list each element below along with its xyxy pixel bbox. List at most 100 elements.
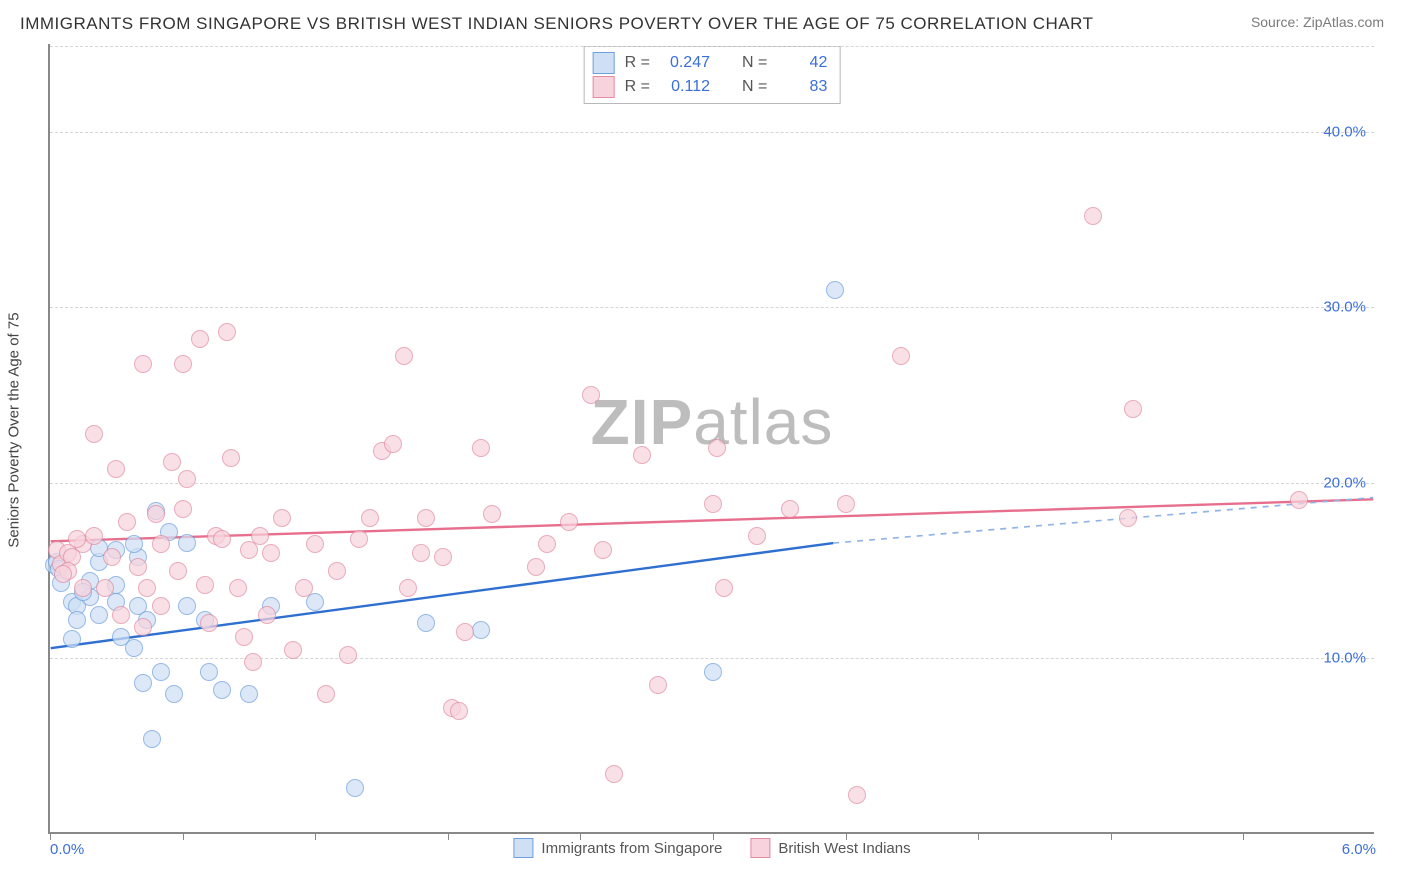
data-point: [1290, 491, 1308, 509]
data-point: [538, 535, 556, 553]
data-point: [472, 621, 490, 639]
xtick-mark: [315, 832, 316, 840]
data-point: [240, 685, 258, 703]
swatch-series1: [513, 838, 533, 858]
data-point: [295, 579, 313, 597]
data-point: [748, 527, 766, 545]
swatch-series2: [750, 838, 770, 858]
data-point: [125, 639, 143, 657]
data-point: [1084, 207, 1102, 225]
data-point: [129, 558, 147, 576]
data-point: [306, 593, 324, 611]
data-point: [107, 460, 125, 478]
stats-legend-box: R = 0.247 N = 42 R = 0.112 N = 83: [584, 46, 841, 104]
data-point: [633, 446, 651, 464]
data-point: [450, 702, 468, 720]
data-point: [412, 544, 430, 562]
r-value: 0.112: [660, 75, 710, 99]
ytick-label: 30.0%: [1323, 299, 1366, 316]
data-point: [191, 330, 209, 348]
data-point: [143, 730, 161, 748]
n-label: N =: [742, 75, 767, 99]
data-point: [384, 435, 402, 453]
data-point: [456, 623, 474, 641]
data-point: [434, 548, 452, 566]
data-point: [708, 439, 726, 457]
data-point: [273, 509, 291, 527]
data-point: [134, 618, 152, 636]
data-point: [826, 281, 844, 299]
xtick-mark: [183, 832, 184, 840]
data-point: [1119, 509, 1137, 527]
data-point: [251, 527, 269, 545]
data-point: [85, 527, 103, 545]
data-point: [284, 641, 302, 659]
data-point: [229, 579, 247, 597]
data-point: [399, 579, 417, 597]
n-label: N =: [742, 51, 767, 75]
data-point: [213, 681, 231, 699]
data-point: [118, 513, 136, 531]
data-point: [704, 663, 722, 681]
data-point: [417, 614, 435, 632]
data-point: [715, 579, 733, 597]
data-point: [258, 606, 276, 624]
data-point: [163, 453, 181, 471]
grid-line: [50, 132, 1374, 133]
xtick-mark: [1111, 832, 1112, 840]
xtick-mark: [713, 832, 714, 840]
data-point: [350, 530, 368, 548]
xtick-mark: [580, 832, 581, 840]
xtick-label: 0.0%: [50, 841, 84, 858]
data-point: [54, 565, 72, 583]
data-point: [152, 535, 170, 553]
bottom-legend: Immigrants from Singapore British West I…: [513, 838, 910, 858]
data-point: [213, 530, 231, 548]
data-point: [317, 685, 335, 703]
data-point: [704, 495, 722, 513]
data-point: [472, 439, 490, 457]
r-label: R =: [625, 51, 650, 75]
data-point: [85, 425, 103, 443]
ytick-label: 20.0%: [1323, 474, 1366, 491]
data-point: [339, 646, 357, 664]
data-point: [147, 505, 165, 523]
data-point: [605, 765, 623, 783]
data-point: [892, 347, 910, 365]
data-point: [848, 786, 866, 804]
xtick-label: 6.0%: [1342, 841, 1376, 858]
source-label: Source: ZipAtlas.com: [1251, 14, 1384, 30]
n-value: 42: [777, 51, 827, 75]
stats-row-series1: R = 0.247 N = 42: [593, 51, 828, 75]
data-point: [134, 674, 152, 692]
data-point: [483, 505, 501, 523]
page-title: IMMIGRANTS FROM SINGAPORE VS BRITISH WES…: [20, 14, 1094, 34]
data-point: [134, 355, 152, 373]
data-point: [174, 500, 192, 518]
data-point: [200, 663, 218, 681]
data-point: [594, 541, 612, 559]
data-point: [90, 606, 108, 624]
grid-line: [50, 46, 1374, 47]
data-point: [178, 534, 196, 552]
ytick-label: 10.0%: [1323, 650, 1366, 667]
data-point: [262, 544, 280, 562]
data-point: [328, 562, 346, 580]
data-point: [125, 535, 143, 553]
data-point: [63, 630, 81, 648]
data-point: [560, 513, 578, 531]
stats-row-series2: R = 0.112 N = 83: [593, 75, 828, 99]
data-point: [96, 579, 114, 597]
xtick-mark: [1243, 832, 1244, 840]
swatch-series1: [593, 52, 615, 74]
data-point: [244, 653, 262, 671]
data-point: [196, 576, 214, 594]
data-point: [1124, 400, 1142, 418]
data-point: [527, 558, 545, 576]
y-axis-label: Seniors Poverty Over the Age of 75: [6, 312, 23, 547]
ytick-label: 40.0%: [1323, 123, 1366, 140]
xtick-mark: [50, 832, 51, 840]
data-point: [837, 495, 855, 513]
data-point: [417, 509, 435, 527]
data-point: [152, 597, 170, 615]
